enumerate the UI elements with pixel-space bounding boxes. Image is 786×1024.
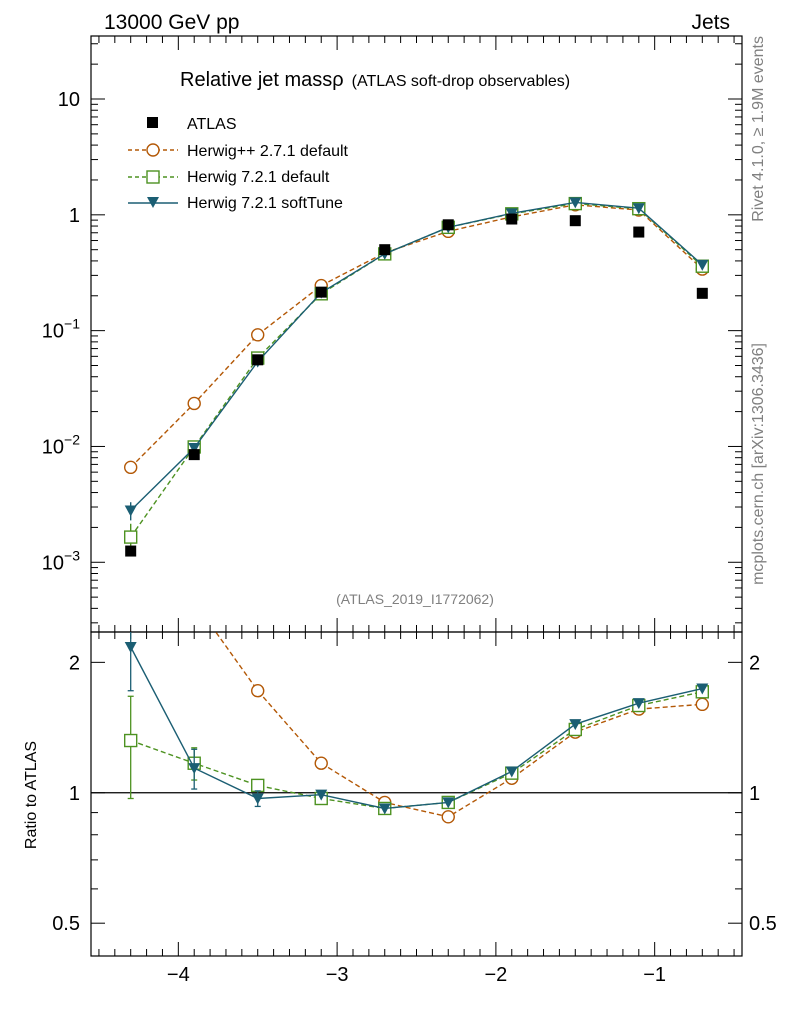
main-point-herwig-7-2-1-softtune [124, 505, 137, 517]
ratio-line-herwig-7-2-1-default [130, 691, 703, 810]
main-point-atlas [696, 287, 708, 299]
ratio-point-herwig-2-7-1-default [441, 810, 455, 824]
ratio-point-herwig-7-2-1-softtune [442, 797, 455, 809]
legend-label-herwigpp: Herwig++ 2.7.1 default [187, 143, 349, 160]
legend-marker-herwig7-default [146, 170, 160, 184]
legend-marker-herwig7-softtune [147, 197, 159, 208]
main-point-herwig-7-2-1-softtune [632, 203, 645, 215]
ratio-point-herwig-7-2-1-softtune [378, 803, 391, 815]
mcplots-info: mcplots.cern.ch [arXiv:1306.3436] [750, 343, 767, 585]
ratio-point-herwig-7-2-1-softtune [505, 766, 518, 778]
title-sub: (ATLAS soft-drop observables) [352, 73, 570, 90]
plot-title: Relative jet massρ (ATLAS soft-drop obser… [180, 69, 570, 91]
main-point-atlas [252, 354, 264, 366]
ratio-point-herwig-2-7-1-default [314, 756, 328, 770]
main-point-atlas [442, 219, 454, 231]
main-point-atlas [125, 545, 137, 557]
tick-exponent: −2 [64, 431, 80, 447]
main-point-herwig-7-2-1-softtune [696, 259, 709, 271]
main-series-herwig-7-2-1-default [123, 196, 710, 556]
legend-entry-herwigpp: Herwig++ 2.7.1 default [128, 143, 349, 160]
ratio-point-herwig-7-2-1-softtune [188, 763, 201, 775]
legend-label-herwig7-softtune: Herwig 7.2.1 softTune [187, 195, 343, 212]
ratio-frame [90, 631, 743, 957]
title-main: Relative jet massρ [180, 69, 344, 91]
main-point-atlas [506, 213, 518, 225]
tick-exponent: −1 [64, 316, 80, 332]
legend-entry-atlas: ATLAS [147, 116, 237, 133]
main-line-herwig-7-2-1-softtune [130, 201, 703, 511]
x-tick-label: −2 [484, 964, 507, 986]
ratio-ylabel: Ratio to ATLAS [23, 741, 40, 849]
ratio-point-herwig-7-2-1-softtune [315, 789, 328, 801]
ratio-series-herwig-7-2-1-softtune [124, 632, 709, 815]
main-point-atlas [188, 449, 200, 461]
main-point-herwig-2-7-1-default [251, 328, 265, 342]
main-y-tick-label: 10−2 [42, 431, 80, 458]
ratio-point-herwig-7-2-1-softtune [124, 641, 137, 653]
ratio-point-herwig-7-2-1-softtune [569, 719, 582, 731]
ratio-point-herwig-2-7-1-default [695, 697, 710, 712]
ratio-y-tick-label-left: 0.5 [52, 913, 80, 935]
legend-marker-atlas [147, 117, 158, 128]
analysis-tag: (ATLAS_2019_I1772062) [336, 591, 494, 607]
ratio-point-herwig-2-7-1-default [188, 596, 200, 608]
ratio-point-herwig-7-2-1-default [123, 733, 138, 748]
main-point-atlas [379, 244, 391, 256]
main-point-herwig-7-2-1-softtune [569, 197, 582, 209]
ratio-y-tick-label-left: 1 [69, 783, 80, 805]
main-y-tick-label: 10−3 [42, 547, 80, 574]
legend-entry-herwig7-default: Herwig 7.2.1 default [128, 169, 330, 186]
legend-label-atlas: ATLAS [187, 116, 237, 133]
ratio-point-herwig-7-2-1-softtune [251, 793, 264, 805]
ratio-y-tick-label-right: 2 [749, 652, 760, 674]
x-tick-label: −3 [326, 964, 349, 986]
legend-entry-herwig7-softtune: Herwig 7.2.1 softTune [128, 195, 343, 212]
tick-base: 1 [69, 205, 80, 227]
ratio-y-tick-label-left: 2 [69, 652, 80, 674]
ratio-series-herwig-2-7-1-default [125, 473, 710, 824]
main-point-atlas [633, 226, 645, 238]
main-series-atlas [125, 213, 708, 557]
ratio-y-tick-label-right: 0.5 [749, 913, 777, 935]
main-series-herwig-7-2-1-softtune [124, 197, 709, 521]
ratio-point-herwig-7-2-1-softtune [696, 683, 709, 695]
main-point-atlas [569, 215, 581, 227]
x-axis-ticks [98, 36, 735, 956]
main-point-herwig-2-7-1-default [123, 460, 138, 475]
tick-exponent: −3 [64, 547, 80, 563]
ratio-point-herwig-2-7-1-default [251, 684, 265, 698]
header-left: 13000 GeV pp [104, 11, 239, 34]
main-point-atlas [315, 286, 327, 298]
main-y-tick-label: 10−1 [42, 316, 80, 343]
ratio-line-herwig-7-2-1-softtune [130, 646, 703, 810]
main-point-herwig-7-2-1-softtune [188, 442, 201, 454]
main-line-herwig-7-2-1-default [130, 202, 703, 538]
main-y-tick-label: 10 [58, 89, 80, 111]
x-tick-label: −4 [167, 964, 190, 986]
main-point-herwig-2-7-1-default [187, 396, 201, 411]
legend: ATLAS Herwig++ 2.7.1 default Herwig 7.2.… [128, 116, 349, 212]
legend-label-herwig7-default: Herwig 7.2.1 default [187, 169, 330, 186]
tick-base: 10 [42, 321, 64, 343]
main-y-tick-label: 1 [69, 205, 80, 227]
tick-base: 10 [42, 552, 64, 574]
main-point-herwig-7-2-1-default [123, 530, 138, 544]
tick-base: 10 [58, 89, 80, 111]
x-tick-label: −1 [643, 964, 666, 986]
ratio-point-herwig-7-2-1-softtune [632, 698, 645, 710]
ratio-line-herwig-2-7-1-default [214, 632, 703, 818]
rivet-info: Rivet 4.1.0, ≥ 1.9M events [750, 36, 767, 222]
main-y-ticks [91, 43, 742, 624]
ratio-point-herwig-7-2-1-default [251, 778, 265, 793]
legend-marker-herwigpp [146, 143, 160, 157]
ratio-point-herwig-2-7-1-default [125, 473, 137, 485]
ratio-y-tick-label-right: 1 [749, 783, 760, 805]
tick-base: 10 [42, 436, 64, 458]
header-right: Jets [691, 11, 730, 34]
ratio-series-herwig-7-2-1-default [123, 685, 710, 816]
main-line-herwig-2-7-1-default [130, 204, 703, 468]
